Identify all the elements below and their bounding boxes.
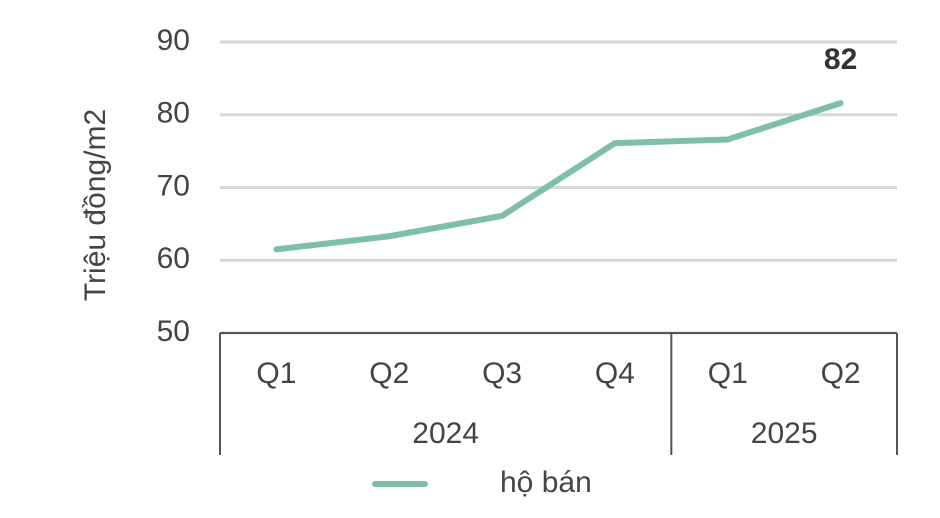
data-label: 82 <box>824 43 857 76</box>
line <box>273 100 844 253</box>
y-axis-label: Triệu đồng/m2 <box>79 109 112 301</box>
x-tick-label: Q2 <box>821 357 861 390</box>
x-tick-label: Q4 <box>595 357 635 390</box>
y-tick-label: 70 <box>157 169 190 202</box>
x-tick-label: Q2 <box>369 357 409 390</box>
y-tick-label: 50 <box>157 315 190 348</box>
y-tick-label: 60 <box>157 242 190 275</box>
group-label: 2024 <box>412 417 479 450</box>
x-tick-label: Q1 <box>256 357 296 390</box>
group-label: 2025 <box>751 417 818 450</box>
y-tick-label: 90 <box>157 24 190 57</box>
legend-label: hộ bán <box>500 466 592 499</box>
x-tick-label: Q3 <box>482 357 522 390</box>
x-tick-label: Q1 <box>708 357 748 390</box>
y-tick-label: 80 <box>157 97 190 130</box>
